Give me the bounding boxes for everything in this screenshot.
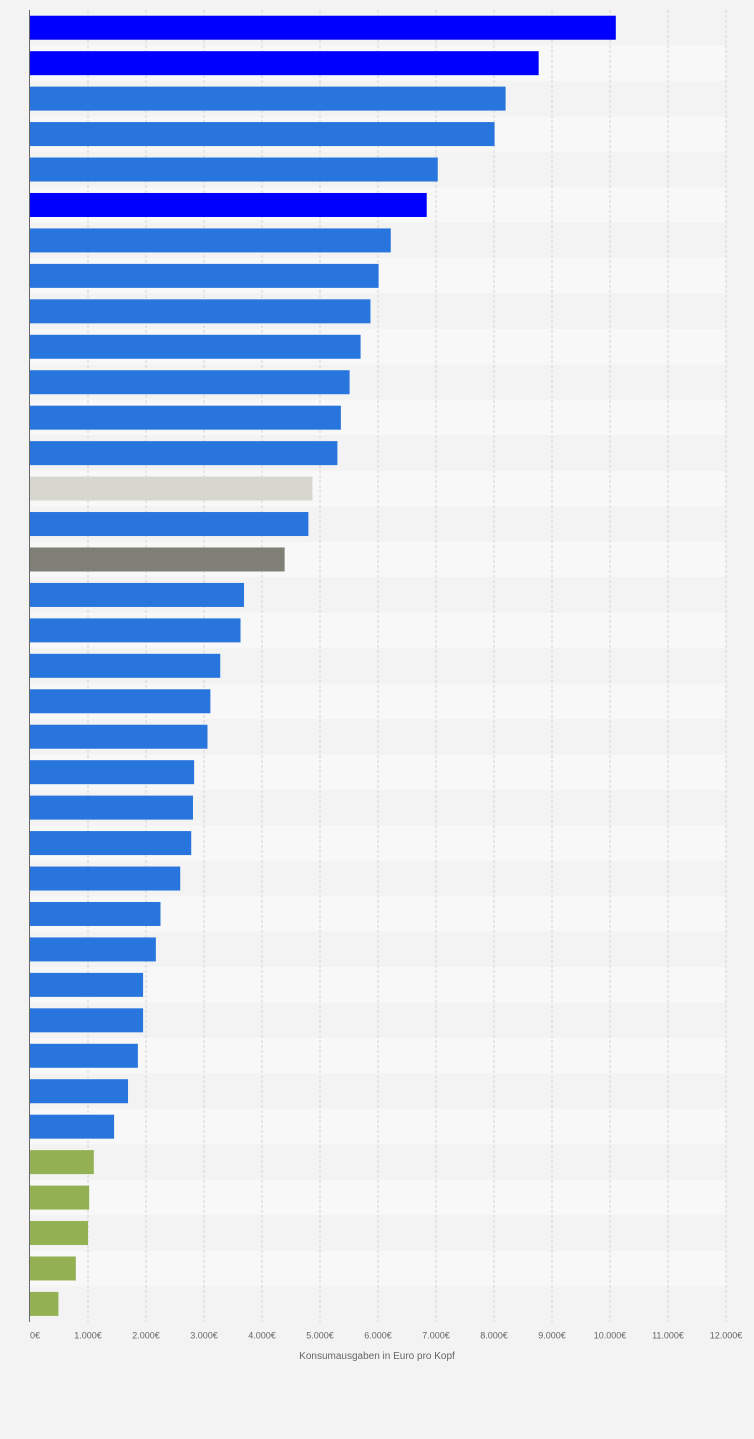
bar — [30, 689, 211, 714]
x-tick-label: 0€ — [30, 1331, 40, 1341]
bar — [30, 653, 221, 678]
x-tick-label: 5.000€ — [306, 1331, 334, 1341]
x-tick-label: 6.000€ — [364, 1331, 392, 1341]
bar — [30, 1185, 90, 1210]
bar — [30, 901, 161, 926]
bars — [30, 15, 616, 1316]
bar — [30, 122, 495, 147]
x-tick-label: 9.000€ — [538, 1331, 566, 1341]
bar — [30, 547, 285, 572]
bar — [30, 263, 379, 288]
bar — [30, 299, 371, 324]
bar — [30, 1291, 59, 1316]
x-tick-label: 2.000€ — [132, 1331, 160, 1341]
x-tick-label: 3.000€ — [190, 1331, 218, 1341]
bar — [30, 866, 181, 891]
bar — [30, 86, 506, 111]
bar — [30, 1079, 129, 1104]
bar — [30, 1256, 76, 1281]
bar — [30, 228, 391, 253]
bar — [30, 405, 341, 430]
bar — [30, 334, 361, 359]
bar — [30, 1043, 138, 1068]
bar — [30, 724, 208, 749]
x-tick-label: 10.000€ — [594, 1331, 627, 1341]
x-tick-label: 7.000€ — [422, 1331, 450, 1341]
bar — [30, 831, 192, 856]
bar — [30, 618, 241, 643]
x-tick-label: 12.000€ — [710, 1331, 743, 1341]
bar — [30, 1221, 88, 1246]
x-tick-label: 4.000€ — [248, 1331, 276, 1341]
bar — [30, 51, 539, 76]
bar — [30, 760, 195, 785]
bar — [30, 157, 438, 182]
x-axis-title: Konsumausgaben in Euro pro Kopf — [299, 1351, 455, 1362]
x-axis-ticks: 0€ 1.000€ 2.000€ 3.000€ 4.000€ 5.000€ 6.000€ 7.… — [30, 1331, 742, 1341]
bar — [30, 370, 350, 395]
x-tick-label: 11.000€ — [652, 1331, 684, 1341]
bar — [30, 582, 245, 607]
bar — [30, 1150, 94, 1175]
bar — [30, 512, 309, 537]
bar — [30, 972, 144, 997]
bar — [30, 15, 616, 40]
bar — [30, 1114, 115, 1139]
bar — [30, 441, 338, 466]
x-tick-label: 1.000€ — [74, 1331, 102, 1341]
bar — [30, 795, 193, 820]
bar — [30, 476, 313, 501]
bar — [30, 1008, 144, 1033]
bar — [30, 192, 427, 217]
x-tick-label: 8.000€ — [480, 1331, 508, 1341]
bar — [30, 937, 156, 962]
